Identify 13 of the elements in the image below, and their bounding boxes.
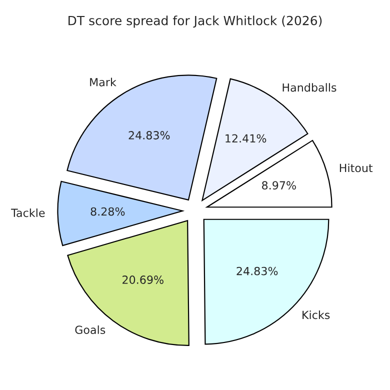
slice-label: Hitout [340, 164, 373, 172]
chart-title: DT score spread for Jack Whitlock (2026) [68, 16, 322, 28]
data-label: 24.83% [236, 266, 278, 276]
data-label: 8.28% [90, 207, 125, 216]
data-label: 24.83% [128, 131, 170, 140]
slice-label: Kicks [302, 310, 330, 320]
slice-label: Goals [75, 325, 106, 334]
slice-label: Handballs [282, 83, 336, 92]
data-label: 12.41% [226, 134, 266, 143]
data-label: 20.69% [122, 276, 164, 284]
slice-label: Mark [90, 78, 116, 86]
slice-label: Tackle [11, 208, 45, 218]
data-label: 8.97% [262, 181, 296, 190]
